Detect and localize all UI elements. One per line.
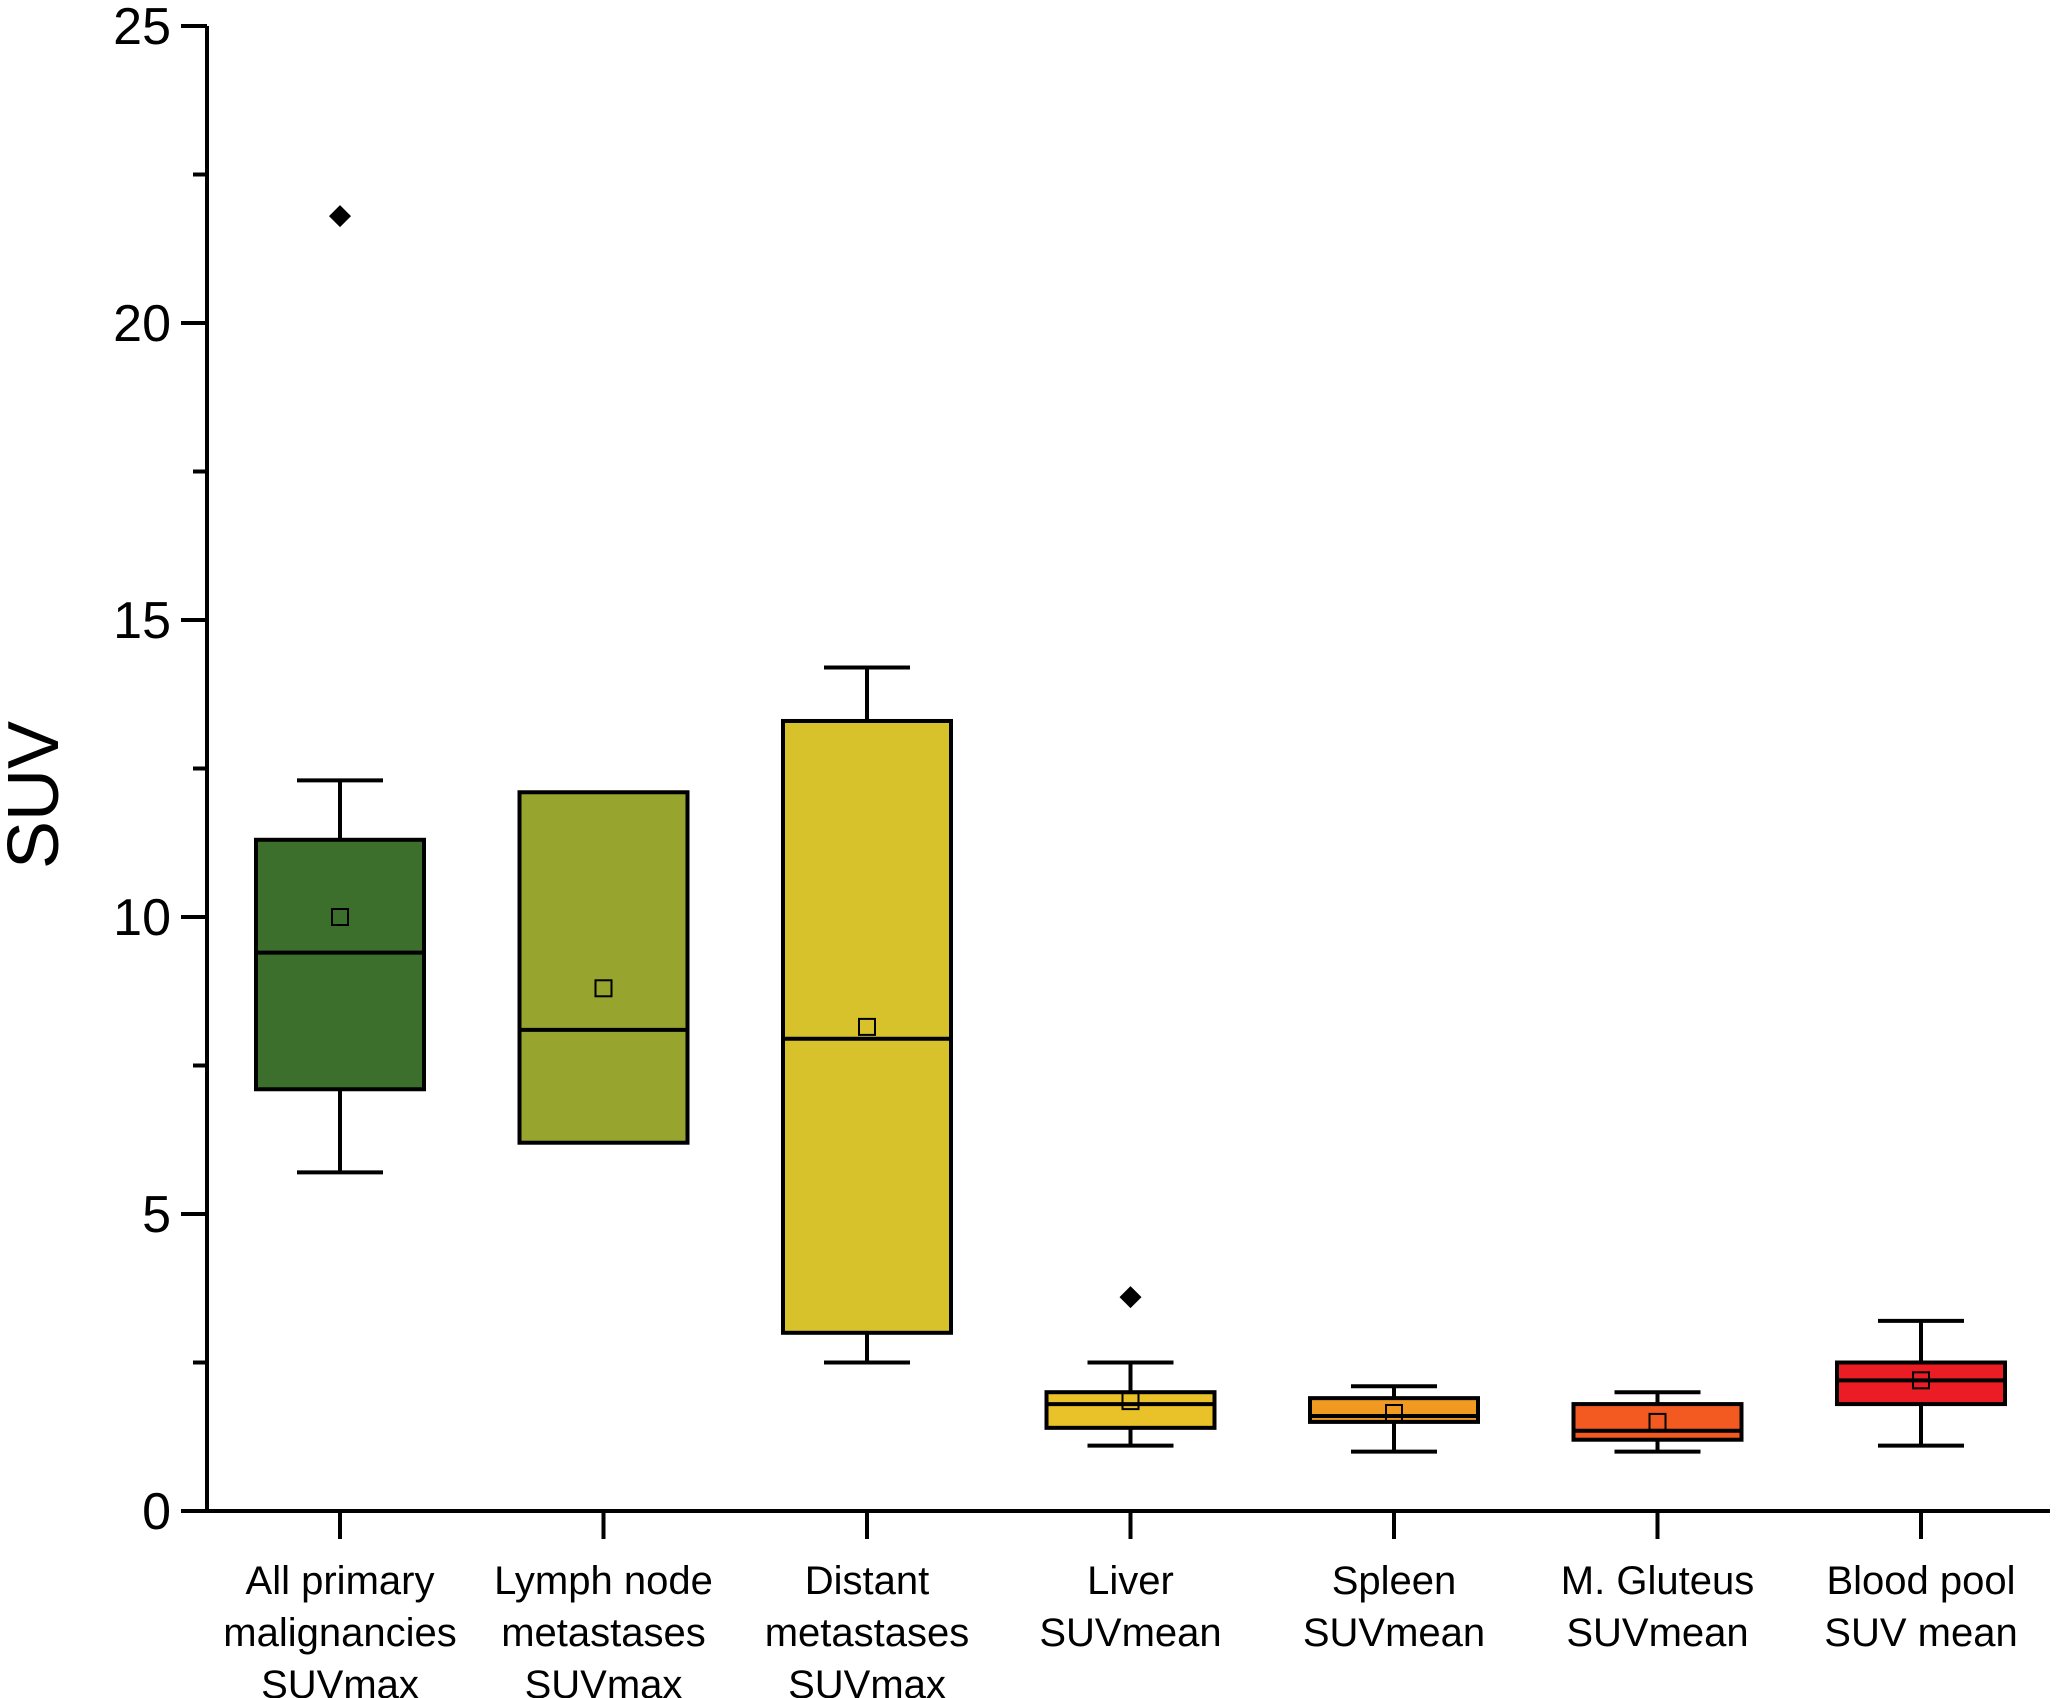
x-tick-label-line: SUVmean: [1039, 1611, 1221, 1655]
x-tick-label: Liver SUVmean: [1039, 1559, 1221, 1655]
x-tick-label-line: All primary: [246, 1559, 435, 1603]
x-tick-label: Blood pool SUV mean: [1824, 1559, 2017, 1655]
box-group: [781, 665, 953, 1365]
box-group: [1044, 1286, 1217, 1448]
y-axis: 0 5 10 15 20 25: [113, 0, 209, 1541]
box-body: [1835, 1360, 2007, 1407]
mean-marker: [1385, 1403, 1403, 1422]
box-body: [1308, 1396, 1480, 1424]
x-tick-label-line: Liver: [1087, 1559, 1174, 1603]
y-tick-label: 0: [142, 1483, 171, 1541]
mean-marker: [1912, 1371, 1930, 1390]
y-tick-label: 5: [142, 1186, 171, 1244]
y-tick-label: 25: [113, 0, 171, 56]
x-tick-label-line: SUVmax: [525, 1663, 683, 1698]
box-group: [517, 790, 690, 1145]
x-tick-label: M. Gluteus SUVmean: [1561, 1559, 1754, 1655]
x-tick-label-line: metastases: [765, 1611, 970, 1655]
x-tick-label: Spleen SUVmean: [1303, 1559, 1485, 1655]
x-tick-label: Distant metastases SUVmax: [765, 1559, 970, 1698]
mean-marker: [1648, 1412, 1667, 1431]
mean-marker: [858, 1017, 876, 1036]
x-tick-label-line: metastases: [501, 1611, 706, 1655]
y-tick-label: 10: [113, 889, 171, 947]
outlier-marker: [329, 205, 351, 228]
x-axis: All primary malignancies SUVmax Lymph node m…: [205, 1509, 2050, 1698]
x-tick-label-line: malignancies: [223, 1611, 456, 1655]
box-group: [1571, 1390, 1744, 1454]
box-group: [254, 205, 426, 1175]
x-tick-label-line: SUVmax: [261, 1663, 419, 1698]
outlier-marker: [1119, 1286, 1142, 1309]
boxes-layer: [254, 205, 2007, 1454]
mean-marker: [331, 908, 349, 926]
mean-marker: [594, 979, 613, 998]
x-tick-label-line: M. Gluteus: [1561, 1559, 1754, 1603]
mean-marker: [1121, 1392, 1140, 1411]
box-body: [517, 790, 690, 1145]
x-tick-label-line: SUVmean: [1303, 1611, 1485, 1655]
box-group: [1308, 1384, 1480, 1454]
x-tick-label-line: SUVmean: [1566, 1611, 1748, 1655]
x-tick-label-line: SUV mean: [1824, 1611, 2017, 1655]
x-tick-label: Lymph node metastases SUVmax: [494, 1559, 713, 1698]
x-tick-label-line: Distant: [805, 1559, 930, 1603]
box-body: [254, 837, 426, 1092]
y-tick-label: 20: [113, 295, 171, 353]
box-body: [781, 718, 953, 1335]
box-body: [1571, 1402, 1744, 1442]
x-tick-label-line: SUVmax: [788, 1663, 946, 1698]
y-axis-label: SUV: [0, 721, 74, 869]
x-tick-label: All primary malignancies SUVmax: [223, 1559, 456, 1698]
x-tick-label-line: Blood pool: [1826, 1559, 2015, 1603]
x-tick-label-line: Lymph node: [494, 1559, 713, 1603]
x-tick-label-line: Spleen: [1332, 1559, 1457, 1603]
y-tick-label: 15: [113, 592, 171, 650]
box-group: [1835, 1318, 2007, 1448]
